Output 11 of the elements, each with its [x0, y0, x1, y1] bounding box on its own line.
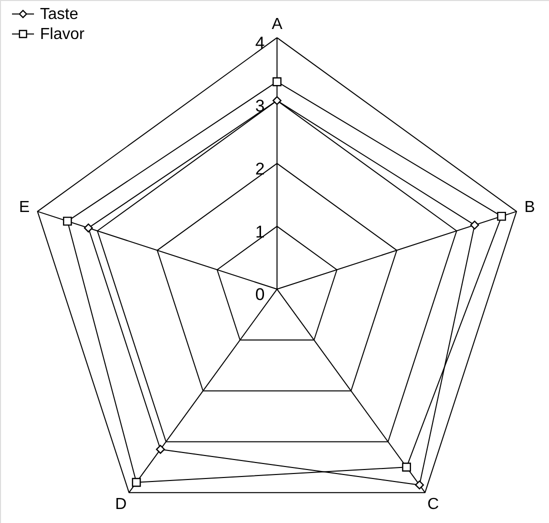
y-tick-label: 1 [255, 222, 265, 242]
legend-label: Flavor [40, 26, 86, 43]
spoke-label: D [115, 496, 127, 513]
spoke-label: C [427, 496, 439, 513]
spoke-label: B [524, 199, 536, 216]
y-tick-label: 4 [255, 34, 265, 53]
legend-label: Taste [40, 6, 78, 23]
spoke-label: A [272, 16, 283, 33]
spoke-label: E [19, 199, 30, 216]
y-tick-label: 0 [255, 285, 265, 304]
y-tick-label: 2 [255, 159, 265, 178]
